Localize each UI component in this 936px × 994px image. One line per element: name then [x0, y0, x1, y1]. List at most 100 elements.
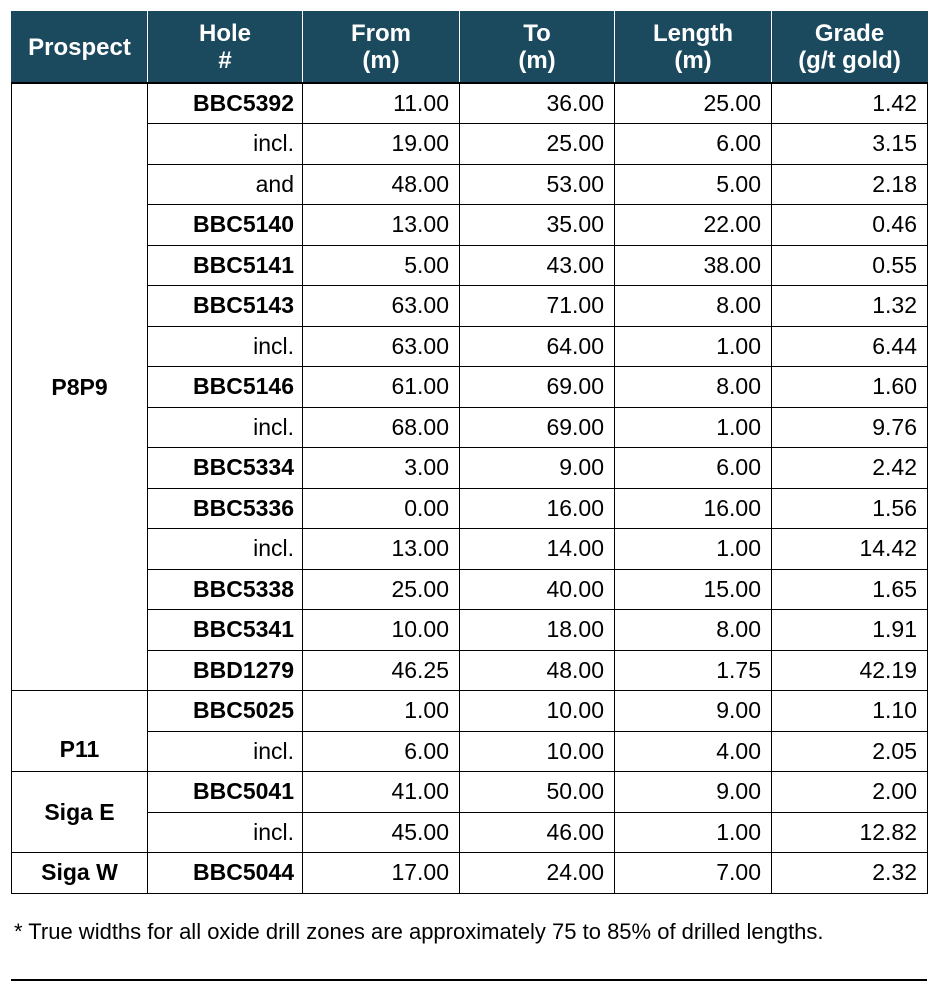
table-row: BBC5336 0.00 16.00 16.00 1.56 — [12, 487, 928, 529]
grade-cell: 0.46 — [771, 204, 928, 246]
length-cell: 8.00 — [614, 366, 772, 408]
prospect-cell: Siga E — [11, 771, 148, 853]
from-cell: 17.00 — [302, 852, 460, 894]
length-cell: 1.00 — [614, 811, 772, 853]
hole-cell: BBC5041 — [147, 771, 303, 813]
length-cell: 4.00 — [614, 730, 772, 772]
table-row: BBC5141 5.00 43.00 38.00 0.55 — [12, 244, 928, 286]
table-row: Siga W BBC5044 17.00 24.00 7.00 2.32 — [11, 852, 928, 894]
from-cell: 3.00 — [302, 447, 460, 489]
table-row: P8P9 BBC5392 11.00 36.00 25.00 1.42 — [11, 82, 928, 691]
grade-cell: 3.15 — [771, 123, 928, 165]
table-row: BBC5338 25.00 40.00 15.00 1.65 — [12, 568, 928, 610]
grade-cell: 42.19 — [771, 649, 928, 691]
drill-results-table: Prospect Hole # From (m) To (m) Length (m) G… — [11, 11, 928, 894]
to-cell: 25.00 — [459, 123, 615, 165]
table-row: incl. 45.00 46.00 1.00 12.82 — [12, 811, 928, 853]
length-cell: 1.00 — [614, 528, 772, 570]
header-hole: Hole # — [147, 11, 303, 84]
hole-cell: incl. — [147, 406, 303, 448]
to-cell: 64.00 — [459, 325, 615, 367]
length-cell: 38.00 — [614, 244, 772, 286]
grade-cell: 0.55 — [771, 244, 928, 286]
footnote: * True widths for all oxide drill zones … — [14, 919, 824, 944]
grade-cell: 1.56 — [771, 487, 928, 529]
length-cell: 8.00 — [614, 285, 772, 327]
grade-cell: 9.76 — [771, 406, 928, 448]
from-cell: 61.00 — [302, 366, 460, 408]
hole-cell: BBC5140 — [147, 204, 303, 246]
grade-cell: 2.00 — [771, 771, 928, 813]
to-cell: 14.00 — [459, 528, 615, 570]
to-cell: 43.00 — [459, 244, 615, 286]
length-cell: 5.00 — [614, 163, 772, 205]
length-cell: 9.00 — [614, 690, 772, 732]
to-cell: 10.00 — [459, 690, 615, 732]
grade-cell: 2.42 — [771, 447, 928, 489]
length-cell: 7.00 — [614, 852, 772, 894]
table-row: BBC5341 10.00 18.00 8.00 1.91 — [12, 609, 928, 651]
length-cell: 1.75 — [614, 649, 772, 691]
from-cell: 10.00 — [302, 609, 460, 651]
hole-cell: BBC5143 — [147, 285, 303, 327]
to-cell: 10.00 — [459, 730, 615, 772]
table-row: BBC5146 61.00 69.00 8.00 1.60 — [12, 366, 928, 408]
header-to: To (m) — [459, 11, 615, 84]
prospect-cell: P11 — [11, 690, 148, 772]
grade-cell: 1.65 — [771, 568, 928, 610]
to-cell: 50.00 — [459, 771, 615, 813]
table-row: incl. 6.00 10.00 4.00 2.05 — [12, 730, 928, 772]
table-row: incl. 13.00 14.00 1.00 14.42 — [12, 528, 928, 570]
from-cell: 68.00 — [302, 406, 460, 448]
hole-cell: BBC5044 — [147, 852, 303, 894]
hole-cell: BBC5338 — [147, 568, 303, 610]
header-length: Length (m) — [614, 11, 772, 84]
to-cell: 9.00 — [459, 447, 615, 489]
grade-cell: 2.18 — [771, 163, 928, 205]
to-cell: 71.00 — [459, 285, 615, 327]
grade-cell: 1.91 — [771, 609, 928, 651]
table-row: and 48.00 53.00 5.00 2.18 — [12, 163, 928, 205]
from-cell: 25.00 — [302, 568, 460, 610]
length-cell: 22.00 — [614, 204, 772, 246]
grade-cell: 1.32 — [771, 285, 928, 327]
hole-cell: BBC5334 — [147, 447, 303, 489]
to-cell: 24.00 — [459, 852, 615, 894]
table-row: BBC5140 13.00 35.00 22.00 0.46 — [12, 204, 928, 246]
from-cell: 45.00 — [302, 811, 460, 853]
table-row: BBC5143 63.00 71.00 8.00 1.32 — [12, 285, 928, 327]
table-row: BBD1279 46.25 48.00 1.75 42.19 — [12, 649, 928, 691]
header-from: From (m) — [302, 11, 460, 84]
from-cell: 46.25 — [302, 649, 460, 691]
table-row: incl. 68.00 69.00 1.00 9.76 — [12, 406, 928, 448]
header-prospect: Prospect — [11, 11, 148, 84]
from-cell: 13.00 — [302, 528, 460, 570]
grade-cell: 14.42 — [771, 528, 928, 570]
to-cell: 16.00 — [459, 487, 615, 529]
hole-cell: BBC5392 — [147, 82, 303, 124]
grade-cell: 2.05 — [771, 730, 928, 772]
hole-cell: BBC5146 — [147, 366, 303, 408]
table-row: incl. 19.00 25.00 6.00 3.15 — [12, 123, 928, 165]
hole-cell: BBC5141 — [147, 244, 303, 286]
grade-cell: 1.60 — [771, 366, 928, 408]
to-cell: 18.00 — [459, 609, 615, 651]
grade-cell: 1.10 — [771, 690, 928, 732]
to-cell: 69.00 — [459, 366, 615, 408]
from-cell: 11.00 — [302, 82, 460, 124]
from-cell: 63.00 — [302, 285, 460, 327]
to-cell: 69.00 — [459, 406, 615, 448]
to-cell: 53.00 — [459, 163, 615, 205]
table-body: P8P9 BBC5392 11.00 36.00 25.00 1.42 incl. 19.00… — [11, 82, 928, 894]
table-row: BBC5334 3.00 9.00 6.00 2.42 — [12, 447, 928, 489]
hole-cell: and — [147, 163, 303, 205]
table-row: Siga E BBC5041 41.00 50.00 9.00 2.00 — [11, 771, 928, 853]
length-cell: 6.00 — [614, 123, 772, 165]
to-cell: 48.00 — [459, 649, 615, 691]
to-cell: 35.00 — [459, 204, 615, 246]
hole-cell: incl. — [147, 123, 303, 165]
length-cell: 1.00 — [614, 325, 772, 367]
from-cell: 1.00 — [302, 690, 460, 732]
grade-cell: 1.42 — [771, 82, 928, 124]
grade-cell: 6.44 — [771, 325, 928, 367]
